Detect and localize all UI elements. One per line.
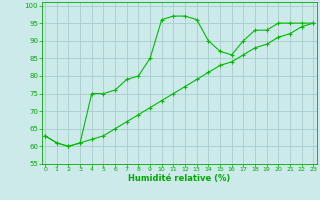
X-axis label: Humidité relative (%): Humidité relative (%) [128,174,230,183]
